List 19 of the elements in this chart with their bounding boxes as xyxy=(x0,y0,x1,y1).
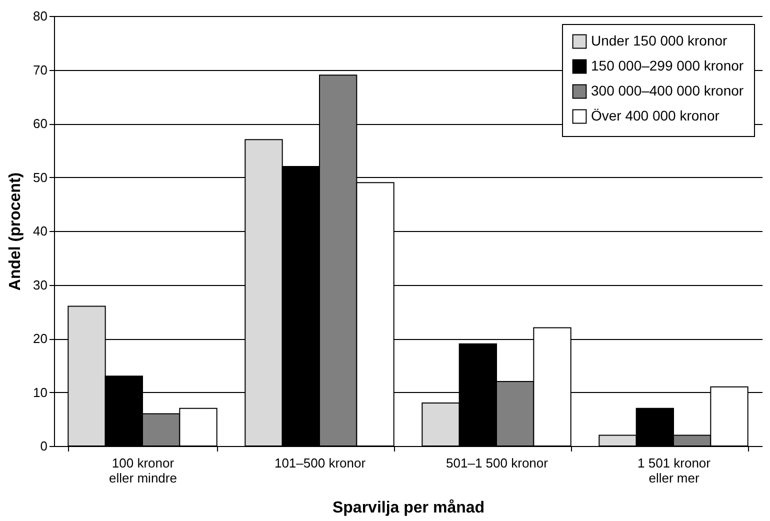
x-tick-label: 100 kronor eller mindre xyxy=(109,456,177,486)
y-tick-label: 0 xyxy=(40,438,48,454)
y-tick-label: 20 xyxy=(33,331,48,346)
legend-label: Under 150 000 kronor xyxy=(591,32,728,48)
y-axis-title: Andel (procent) xyxy=(7,172,24,291)
y-tick-label: 70 xyxy=(33,62,48,78)
y-tick-label: 10 xyxy=(33,384,48,400)
y-tick-label: 60 xyxy=(33,116,48,131)
legend-label: Över 400 000 kronor xyxy=(591,108,720,124)
y-tick-label: 40 xyxy=(33,224,48,238)
x-tick-label: 101–500 kronor xyxy=(274,456,366,470)
legend-label: 150 000–299 000 kronor xyxy=(591,58,744,74)
y-tick-label: 30 xyxy=(33,277,48,292)
legend-label: 300 000–400 000 kronor xyxy=(591,82,744,98)
x-axis-title: Sparvilja per månad xyxy=(332,498,485,516)
y-tick-label: 50 xyxy=(33,170,48,185)
x-tick-label: 501–1 500 kronor xyxy=(446,456,549,470)
x-tick-label: 1 501 kronor eller mer xyxy=(638,456,712,486)
y-tick-label: 80 xyxy=(33,8,48,24)
